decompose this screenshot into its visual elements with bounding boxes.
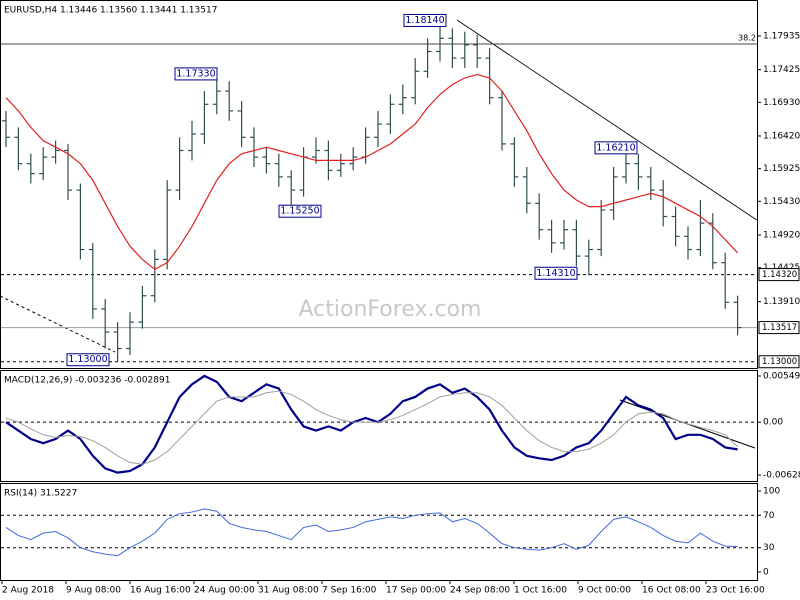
y-tick-label: 1.13910 xyxy=(763,297,800,307)
indicator-line xyxy=(5,390,738,465)
price-annotation: 1.17330 xyxy=(176,68,215,79)
price-annotation: 1.15250 xyxy=(280,206,319,217)
price-annotation-box xyxy=(403,13,447,27)
price-annotation: 1.14310 xyxy=(536,268,575,279)
y-tick-label: 1.16420 xyxy=(763,131,800,141)
panel-title: RSI(14) 31.5227 xyxy=(4,489,77,499)
x-tick-label: 2 Aug 2018 xyxy=(2,586,54,596)
y-tick-label: 1.17935 xyxy=(763,31,800,41)
level-box xyxy=(758,355,800,369)
x-tick-label: 7 Sep 16:00 xyxy=(322,586,377,596)
y-tick-label: 0.00 xyxy=(763,418,783,428)
level-label: 1.14320 xyxy=(762,270,797,280)
x-tick-label: 24 Aug 00:00 xyxy=(194,586,255,596)
x-tick-label: 31 Aug 08:00 xyxy=(258,586,319,596)
x-tick-label: 9 Oct 00:00 xyxy=(578,586,631,596)
price-annotation: 1.18140 xyxy=(405,15,444,26)
watermark: ActionForex.com xyxy=(299,297,482,322)
panel-frame xyxy=(0,370,758,482)
level-box xyxy=(758,321,800,335)
price-annotation-box xyxy=(174,67,218,81)
x-tick-label: 16 Oct 08:00 xyxy=(642,586,701,596)
indicator-line xyxy=(5,374,738,474)
level-label: 1.13517 xyxy=(762,323,797,333)
fib-label: 38.2 xyxy=(738,34,756,43)
x-tick-label: 17 Sep 00:00 xyxy=(386,586,446,596)
panel-title: EURUSD,H4 1.13446 1.13560 1.13441 1.1351… xyxy=(4,6,217,16)
y-tick-label: 0.005493 xyxy=(763,372,800,382)
ohlc-bars xyxy=(2,22,742,362)
y-tick-label: 0 xyxy=(763,567,769,577)
price-annotation-box xyxy=(278,204,322,218)
y-tick-label: 100 xyxy=(763,487,780,497)
price-annotation: 1.13000 xyxy=(68,354,107,365)
price-annotation: 1.16210 xyxy=(596,142,635,153)
trend-line xyxy=(456,19,757,221)
price-annotation-box xyxy=(66,353,110,367)
y-tick-label: -0.006282 xyxy=(763,470,800,480)
x-tick-label: 23 Oct 16:00 xyxy=(706,586,765,596)
y-tick-label: 1.14920 xyxy=(763,230,800,240)
price-annotation-box xyxy=(534,266,578,280)
x-tick-label: 9 Aug 08:00 xyxy=(66,586,121,596)
y-tick-label: 70 xyxy=(763,511,775,521)
x-tick-label: 24 Sep 08:00 xyxy=(450,586,510,596)
y-tick-label: 1.15925 xyxy=(763,164,800,174)
level-box xyxy=(758,268,800,282)
x-tick-label: 16 Aug 16:00 xyxy=(130,586,191,596)
x-tick-label: 1 Oct 16:00 xyxy=(514,586,567,596)
indicator-line xyxy=(5,508,738,557)
panel-frame xyxy=(0,483,758,581)
level-label: 1.13000 xyxy=(762,357,797,367)
panel-frame xyxy=(0,0,758,369)
y-tick-label: 1.17425 xyxy=(763,65,800,75)
y-tick-label: 1.16930 xyxy=(763,98,800,108)
moving-average xyxy=(5,73,739,271)
y-tick-label: 30 xyxy=(763,543,775,553)
panel-title: MACD(12,26,9) -0.003236 -0.002891 xyxy=(4,376,170,386)
y-tick-label: 1.15430 xyxy=(763,197,800,207)
price-annotation-box xyxy=(594,141,638,155)
